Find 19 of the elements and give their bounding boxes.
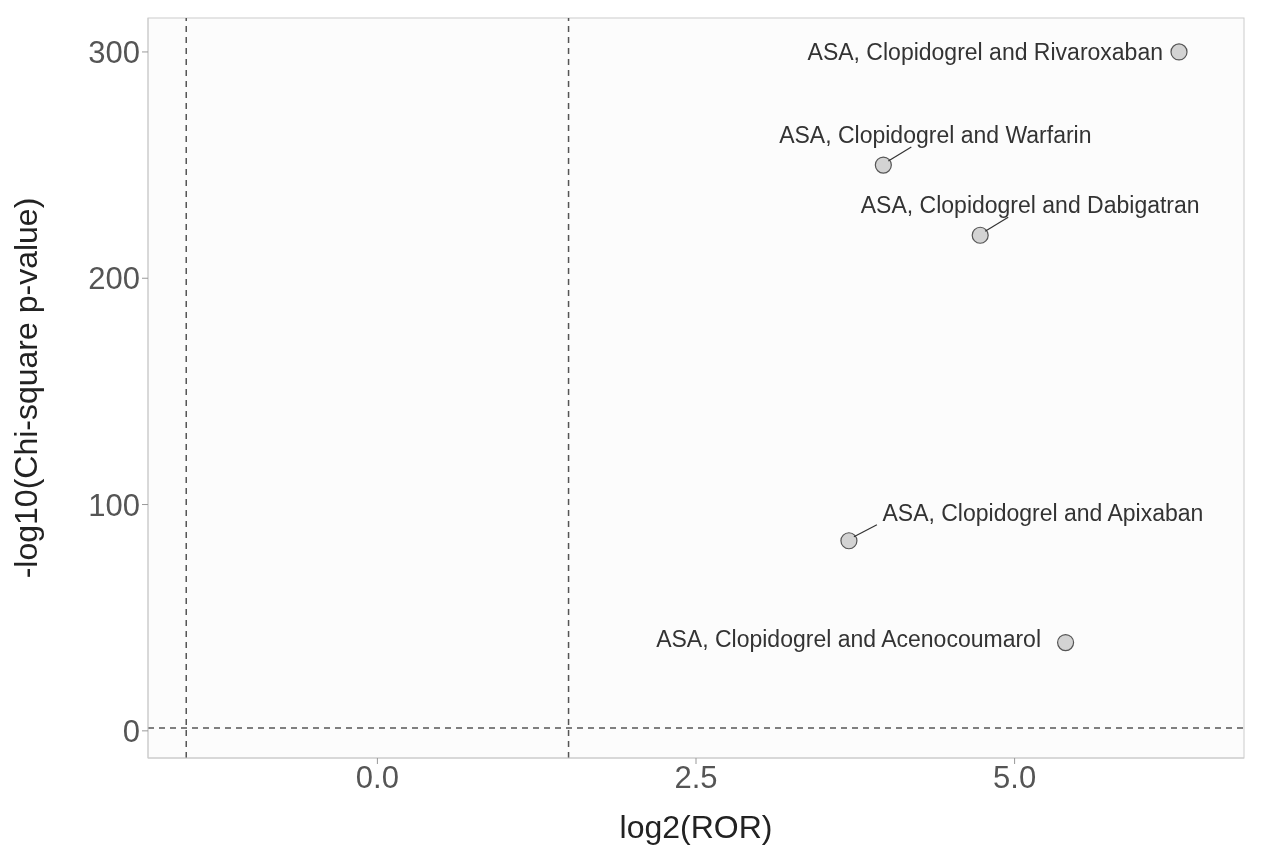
y-tick-label: 100 xyxy=(88,487,140,523)
point xyxy=(1170,43,1188,61)
annotation: ASA, Clopidogrel and Acenocoumarol xyxy=(656,625,1042,652)
point xyxy=(874,156,892,174)
y-tick-label: 200 xyxy=(88,261,140,297)
x-tick-label: 0.0 xyxy=(355,760,399,796)
point xyxy=(1056,633,1075,652)
annotation: ASA, Clopidogrel and Apixaban xyxy=(882,499,1204,526)
y-axis-title: -log10(Chi-square p-value) xyxy=(8,197,45,579)
point xyxy=(840,532,858,550)
point xyxy=(971,226,989,244)
x-tick-label: 2.5 xyxy=(674,760,718,796)
annotation: ASA, Clopidogrel and Warfarin xyxy=(779,122,1092,149)
annotation: ASA, Clopidogrel and Dabigatran xyxy=(860,192,1200,219)
x-axis-title: log2(ROR) xyxy=(619,809,773,845)
y-tick-label: 300 xyxy=(88,34,140,70)
annotation: ASA, Clopidogrel and Rivaroxaban xyxy=(807,38,1163,65)
y-tick-label: 0 xyxy=(122,713,140,749)
x-tick-label: 5.0 xyxy=(993,760,1037,796)
